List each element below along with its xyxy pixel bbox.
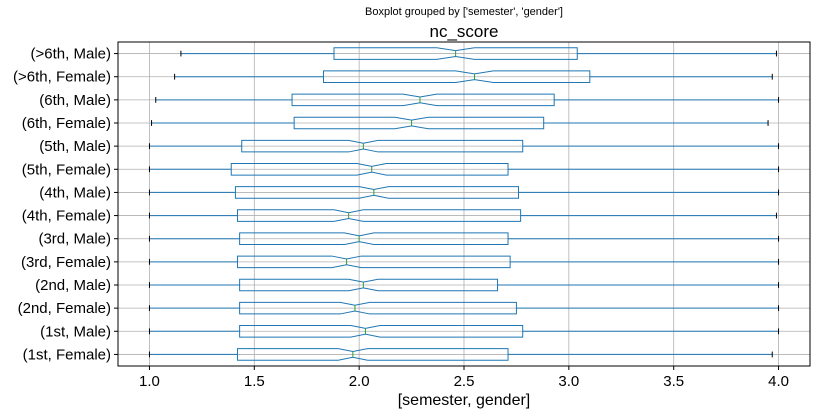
y-tick-label: (2nd, Female) <box>18 300 111 317</box>
boxes-layer <box>148 47 780 361</box>
figure-suptitle: Boxplot grouped by ['semester', 'gender'… <box>365 6 563 18</box>
notched-box <box>291 93 555 107</box>
notched-box <box>333 47 578 60</box>
y-tick-label: (3rd, Male) <box>38 231 111 248</box>
y-tick-label: (5th, Female) <box>22 161 111 178</box>
notched-box <box>239 232 509 245</box>
notched-box <box>239 278 499 292</box>
y-tick-label: (2nd, Male) <box>35 277 111 294</box>
x-tick-label: 3.5 <box>663 373 684 390</box>
y-tick-label: (5th, Male) <box>39 138 111 155</box>
x-tick-label: 1.5 <box>244 373 265 390</box>
y-tick-label: (4th, Male) <box>39 184 111 201</box>
y-tick-label: (>6th, Male) <box>31 46 111 63</box>
notched-box <box>323 70 591 83</box>
y-tick-label: (4th, Female) <box>22 208 111 225</box>
notched-box <box>234 186 520 199</box>
notched-box <box>237 348 509 361</box>
y-tick-label: (1st, Female) <box>23 346 111 363</box>
plot-frame <box>117 41 811 367</box>
notched-box <box>241 139 524 153</box>
notched-box <box>239 325 524 338</box>
x-tick-label: 4.0 <box>768 373 789 390</box>
notched-box <box>237 209 522 222</box>
notched-box <box>230 163 509 176</box>
y-tick-label: (6th, Female) <box>22 115 111 132</box>
axes-title: nc_score <box>430 22 499 41</box>
tick-labels-layer: 1.0 1.5 2.0 2.5 3.0 3.5 4.0 (1st, Female) (1st, … <box>13 46 789 390</box>
y-tick-label: (6th, Male) <box>39 92 111 109</box>
notched-box <box>237 255 511 269</box>
x-tick-label: 2.5 <box>454 373 475 390</box>
x-tick-label: 3.0 <box>558 373 579 390</box>
notched-box <box>293 116 545 130</box>
x-tick-label: 1.0 <box>139 373 160 390</box>
y-tick-label: (3rd, Female) <box>21 254 111 271</box>
y-tick-label: (>6th, Female) <box>13 69 111 86</box>
notched-box <box>239 301 517 315</box>
y-tick-label: (1st, Male) <box>40 323 111 340</box>
x-axis-label: [semester, gender] <box>398 392 531 409</box>
gridlines <box>118 42 810 366</box>
x-tick-label: 2.0 <box>349 373 370 390</box>
